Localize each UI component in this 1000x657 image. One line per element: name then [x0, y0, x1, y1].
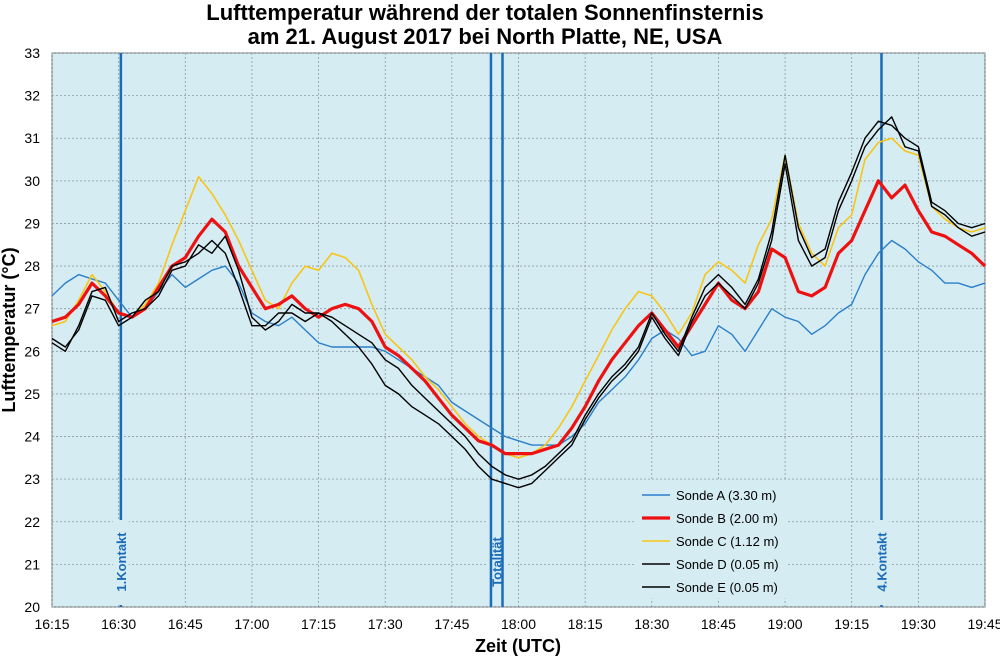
series-line — [51, 137, 986, 459]
legend-entry: Sonde E (0.05 m) — [676, 580, 778, 595]
x-tick-label: 19:15 — [834, 616, 869, 632]
y-tick-label: 21 — [24, 556, 40, 572]
x-tick-label: 17:00 — [234, 616, 269, 632]
series-line — [51, 120, 986, 480]
event-label: 1.Kontakt — [114, 532, 129, 592]
legend-entry: Sonde C (1.12 m) — [676, 534, 779, 549]
x-tick-label: 19:30 — [901, 616, 936, 632]
x-tick-label: 17:45 — [434, 616, 469, 632]
y-tick-label: 31 — [24, 130, 40, 146]
y-tick-label: 22 — [24, 514, 40, 530]
x-tick-label: 19:00 — [768, 616, 803, 632]
event-label: 4.Kontakt — [874, 532, 889, 592]
legend-box — [635, 479, 787, 599]
x-tick-label: 18:00 — [501, 616, 536, 632]
event-markers: 1.Kontakt Totalität 4.Kontakt — [112, 53, 890, 607]
y-tick-label: 26 — [24, 343, 40, 359]
x-axis-ticks: 16:15 16:30 16:45 17:00 17:15 17:30 17:45 18:00… — [34, 616, 1000, 632]
event-label: Totalität — [490, 537, 505, 587]
y-tick-label: 25 — [24, 386, 40, 402]
x-tick-label: 16:45 — [168, 616, 203, 632]
event-label-bg — [112, 520, 129, 605]
grid-lines — [51, 52, 986, 608]
y-tick-label: 24 — [24, 429, 40, 445]
y-tick-label: 29 — [24, 215, 40, 231]
series-lines — [51, 116, 987, 489]
x-tick-label: 18:15 — [568, 616, 603, 632]
y-tick-label: 30 — [24, 173, 40, 189]
y-tick-label: 20 — [24, 599, 40, 615]
series-line — [51, 239, 986, 446]
legend: Sonde A (3.30 m) Sonde B (2.00 m) Sonde C … — [635, 479, 787, 599]
x-tick-label: 18:45 — [701, 616, 736, 632]
y-axis-label: Lufttemperatur (°C) — [0, 247, 19, 412]
y-tick-label: 23 — [24, 471, 40, 487]
y-tick-label: 32 — [24, 88, 40, 104]
x-tick-label: 16:30 — [101, 616, 136, 632]
event-label-bg — [873, 520, 890, 605]
x-tick-label: 18:30 — [634, 616, 669, 632]
chart-subtitle: am 21. August 2017 bei North Platte, NE,… — [248, 24, 723, 49]
legend-entry: Sonde B (2.00 m) — [676, 511, 778, 526]
chart-title: Lufttemperatur während der totalen Sonne… — [206, 0, 763, 25]
x-tick-label: 16:15 — [34, 616, 69, 632]
y-axis-ticks: 20 21 22 23 24 25 26 27 28 29 30 31 32 33 — [24, 45, 40, 615]
y-tick-label: 27 — [24, 301, 40, 317]
x-tick-label: 17:15 — [301, 616, 336, 632]
x-tick-label: 19:45 — [967, 616, 1000, 632]
legend-entry: Sonde A (3.30 m) — [676, 488, 776, 503]
x-axis-label: Zeit (UTC) — [475, 636, 561, 656]
legend-entry: Sonde D (0.05 m) — [676, 557, 779, 572]
series-line — [51, 116, 986, 489]
x-tick-label: 17:30 — [368, 616, 403, 632]
y-tick-label: 33 — [24, 45, 40, 61]
series-line — [51, 179, 987, 456]
y-tick-label: 28 — [24, 258, 40, 274]
